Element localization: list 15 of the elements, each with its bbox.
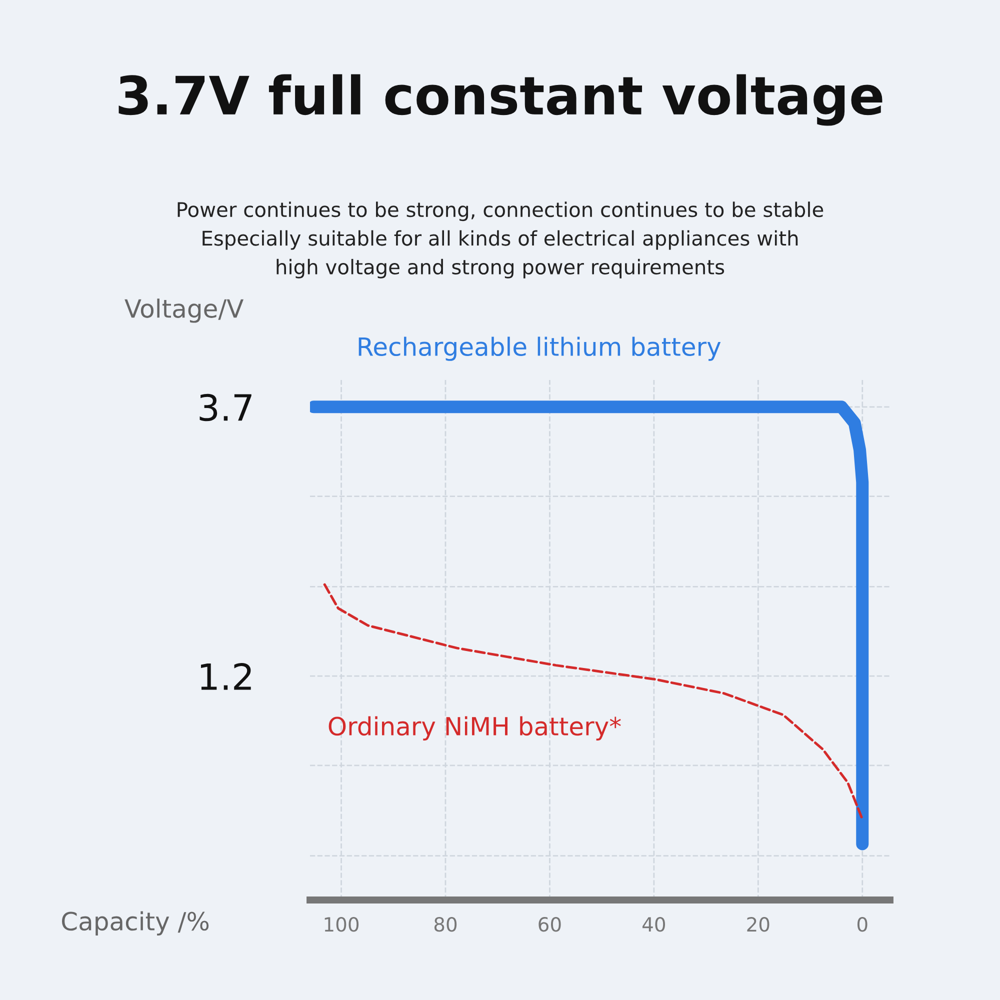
series-label: Ordinary NiMH battery* <box>328 716 621 740</box>
x-tick-label: 20 <box>747 917 770 932</box>
line-series <box>323 583 864 821</box>
y-tick-label: 1.2 <box>200 662 251 690</box>
x-tick-label: 60 <box>538 917 561 932</box>
x-tick-label: 40 <box>642 917 666 932</box>
y-axis-title: Voltage/V <box>124 298 244 323</box>
chart-title: 3.7V full constant voltage <box>118 74 882 126</box>
x-tick-label: 0 <box>857 917 868 932</box>
x-tick-label: 80 <box>434 917 457 932</box>
x-tick-label: 100 <box>324 917 359 932</box>
y-tick-label: 3.7 <box>200 394 252 422</box>
chart-subtitle: Power continues to be strong, connection continues to be stable Especially suitable for all kinds of electrical appliances with high voltage and strong power requirements <box>178 202 824 278</box>
x-axis-title: Capacity /% <box>62 911 209 936</box>
series-label: Rechargeable lithium battery <box>358 336 721 361</box>
